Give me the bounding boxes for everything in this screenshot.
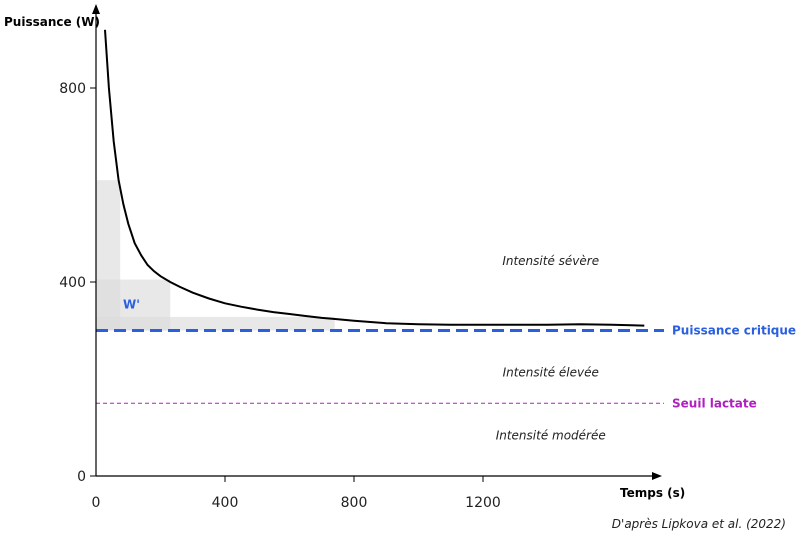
x-tick-label: 0	[92, 495, 101, 511]
y-tick-label: 800	[59, 81, 86, 97]
shaded-areas	[96, 180, 335, 331]
x-tick-label: 400	[212, 495, 239, 511]
power-curve	[104, 29, 645, 327]
y-axis-arrow	[92, 4, 100, 14]
intensity-zone-label: Intensité élevée	[503, 366, 599, 380]
w-prime-label: W'	[123, 298, 140, 312]
axes	[92, 4, 662, 480]
y-tick-label: 0	[77, 469, 86, 485]
x-tick-label: 800	[341, 495, 368, 511]
intensity-zone-label: Intensité modérée	[496, 429, 606, 443]
ticks: 0 400 800 1200 0 400 800	[59, 81, 501, 511]
y-axis-label: Puissance (W)	[4, 15, 100, 29]
x-axis-label: Temps (s)	[620, 486, 685, 500]
shaded-region-3	[96, 316, 335, 331]
y-tick-label: 400	[59, 275, 86, 291]
intensity-zone-label: Intensité sévère	[502, 254, 599, 268]
source-note: D'après Lipkova et al. (2022)	[612, 517, 786, 531]
lactate-threshold-label: Seuil lactate	[672, 396, 757, 410]
critical-power-label: Puissance critique	[672, 324, 796, 338]
x-axis-arrow	[652, 472, 662, 480]
x-tick-label: 1200	[465, 495, 501, 511]
reference-lines: Puissance critique Seuil lactate	[96, 324, 796, 410]
annotations: W' Intensité sévère Intensité élevée Intens…	[123, 254, 606, 443]
